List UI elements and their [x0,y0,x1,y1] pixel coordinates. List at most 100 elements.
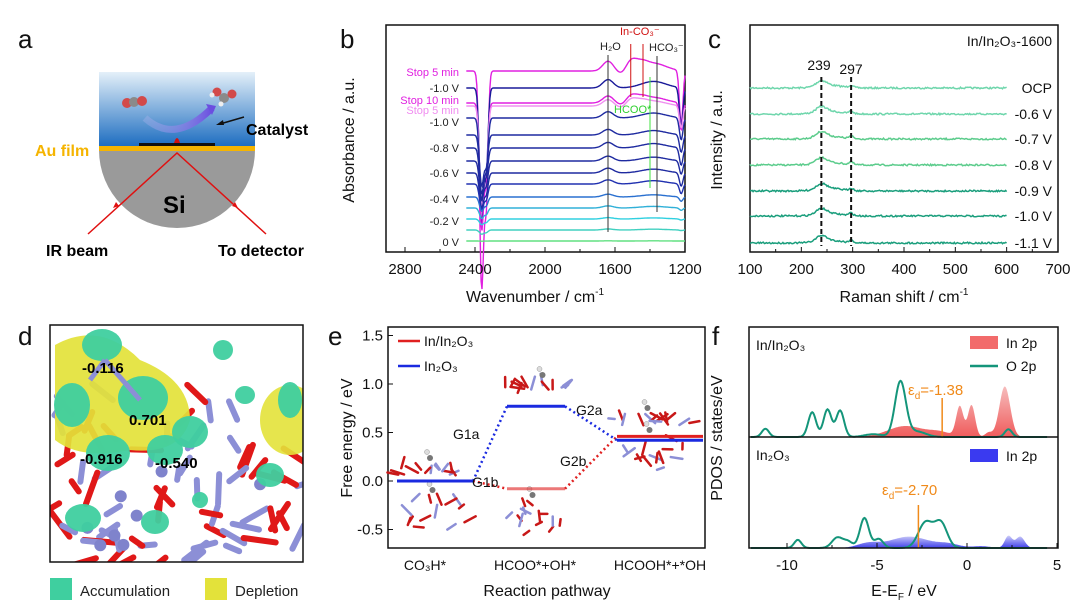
structure-bond [649,411,664,421]
reaction-arrow-icon [142,105,215,133]
hydrogen-atom [641,399,648,405]
trace-label: Stop 5 min [406,105,459,117]
category-hcoo-oh: HCOO*+OH* [494,557,577,573]
bond [294,481,303,490]
annotation-in-co3: In-CO₃⁻ [620,26,660,38]
bond [155,554,169,562]
structure-bond [389,469,406,476]
charge-label-2: 0.701 [129,412,167,429]
depletion-label: Depletion [235,583,298,600]
structure-bond [408,515,414,524]
to-detector-label: To detector [218,243,304,260]
bond [186,548,207,562]
bond [50,500,63,513]
trace-label: -1.0 V [430,117,460,129]
bond [59,522,79,536]
bond [215,471,223,507]
structure-bond [518,512,524,528]
raman-traces: OCP -0.6 V -0.7 V -0.8 V -0.9 V -1.0 V -1.1 V [749,77,1053,251]
in-atom [155,465,168,478]
y-tick-label: 1.5 [362,328,383,345]
x-axis-label: E-EF / eV [871,583,937,603]
bond [237,444,253,471]
structure-bond [648,419,663,423]
ftir-trace-13 [466,216,686,226]
y-axis-label: Free energy / eV [339,378,356,498]
legend-swatch-in2p-bottom [970,449,998,462]
structure-bond [607,417,616,421]
au-film-layer [99,146,255,151]
bond [54,451,76,468]
annotation-h2o: H₂O [600,41,621,53]
y-tick-label: 0.5 [362,425,383,442]
bond [103,503,124,518]
in-atom [130,509,143,522]
d-band-center-bottom: εd=-2.70 [882,482,937,502]
x-axis-ticks: 100 200 300 400 500 600 700 [737,247,1070,278]
charge-label-1: -0.116 [82,360,124,377]
trace-label: 0 V [442,237,459,249]
bond [50,506,73,540]
structure-bond [640,440,647,457]
bond [203,523,227,539]
structure-bond [521,506,527,516]
bond [219,527,248,547]
x-tick-label: 600 [994,261,1019,278]
structure-bond [463,515,477,524]
structure-bond [441,462,450,473]
raman-trace-2 [749,105,1007,117]
hcooh-molecule-icon [209,87,237,107]
accumulation-isosurface [54,383,90,427]
structure-bond [547,525,555,533]
x-axis-ticks: 2800 2400 2000 1600 1200 [388,247,702,278]
ftir-trace-11 [466,193,686,213]
accumulation-isosurface [141,510,169,534]
legend-label-in2p-top: In 2p [1006,335,1037,351]
raman-trace-1 [749,79,1007,90]
panel-letter-a: a [18,24,33,54]
accumulation-isosurface [86,435,130,471]
panel-letter-f: f [712,321,720,351]
structure-bond [505,511,514,520]
panel-c-raman-chart: OCP-0.6 V-0.7 V-0.8 V-0.9 V-1.0 V-1.1 V … [709,24,1070,306]
step-label-g2a: G2a [576,402,603,418]
structure-bond [442,469,456,474]
structure-bond [433,503,439,519]
structure-bond [564,378,574,389]
accumulation-isosurface [82,329,122,361]
panel-letter-b: b [340,24,354,54]
charge-label-4: -0.540 [155,455,198,472]
x-tick-label: 2000 [528,261,561,278]
legend-label-in2p-bottom: In 2p [1006,448,1037,464]
y-tick-label: 0.0 [362,473,383,490]
structure-bond [522,529,531,537]
bond [287,561,291,562]
bond [88,358,107,382]
ftir-trace-10 [466,179,686,211]
ftir-trace-8 [466,155,686,203]
structure-bond [664,411,669,424]
structure-bond [526,499,534,507]
hydrogen-atom [643,421,650,427]
bond [289,522,303,552]
bond [229,520,262,533]
structure-bond [400,503,413,517]
ftir-trace-2 [466,78,686,225]
transition-line-in2o3-2 [564,405,618,442]
structure-bond [617,409,624,422]
si-prism [99,150,255,228]
structure-bond [637,412,645,427]
raman-trace-3 [749,130,1007,141]
structure-bond [435,492,443,506]
in-atom [94,539,107,552]
structure-bond [457,503,466,510]
charge-density-render [50,325,303,562]
annotation-hco3: HCO₃⁻ [649,42,684,54]
structure-bond [621,444,629,454]
image-frame [49,324,304,563]
structure-bond [537,509,542,523]
structure-bond [655,466,666,472]
trace-label: Stop 10 min [400,95,459,107]
y-axis-ticks: 1.5 1.0 0.5 0.0 -0.5 [357,328,393,539]
structure-bond [446,522,457,531]
